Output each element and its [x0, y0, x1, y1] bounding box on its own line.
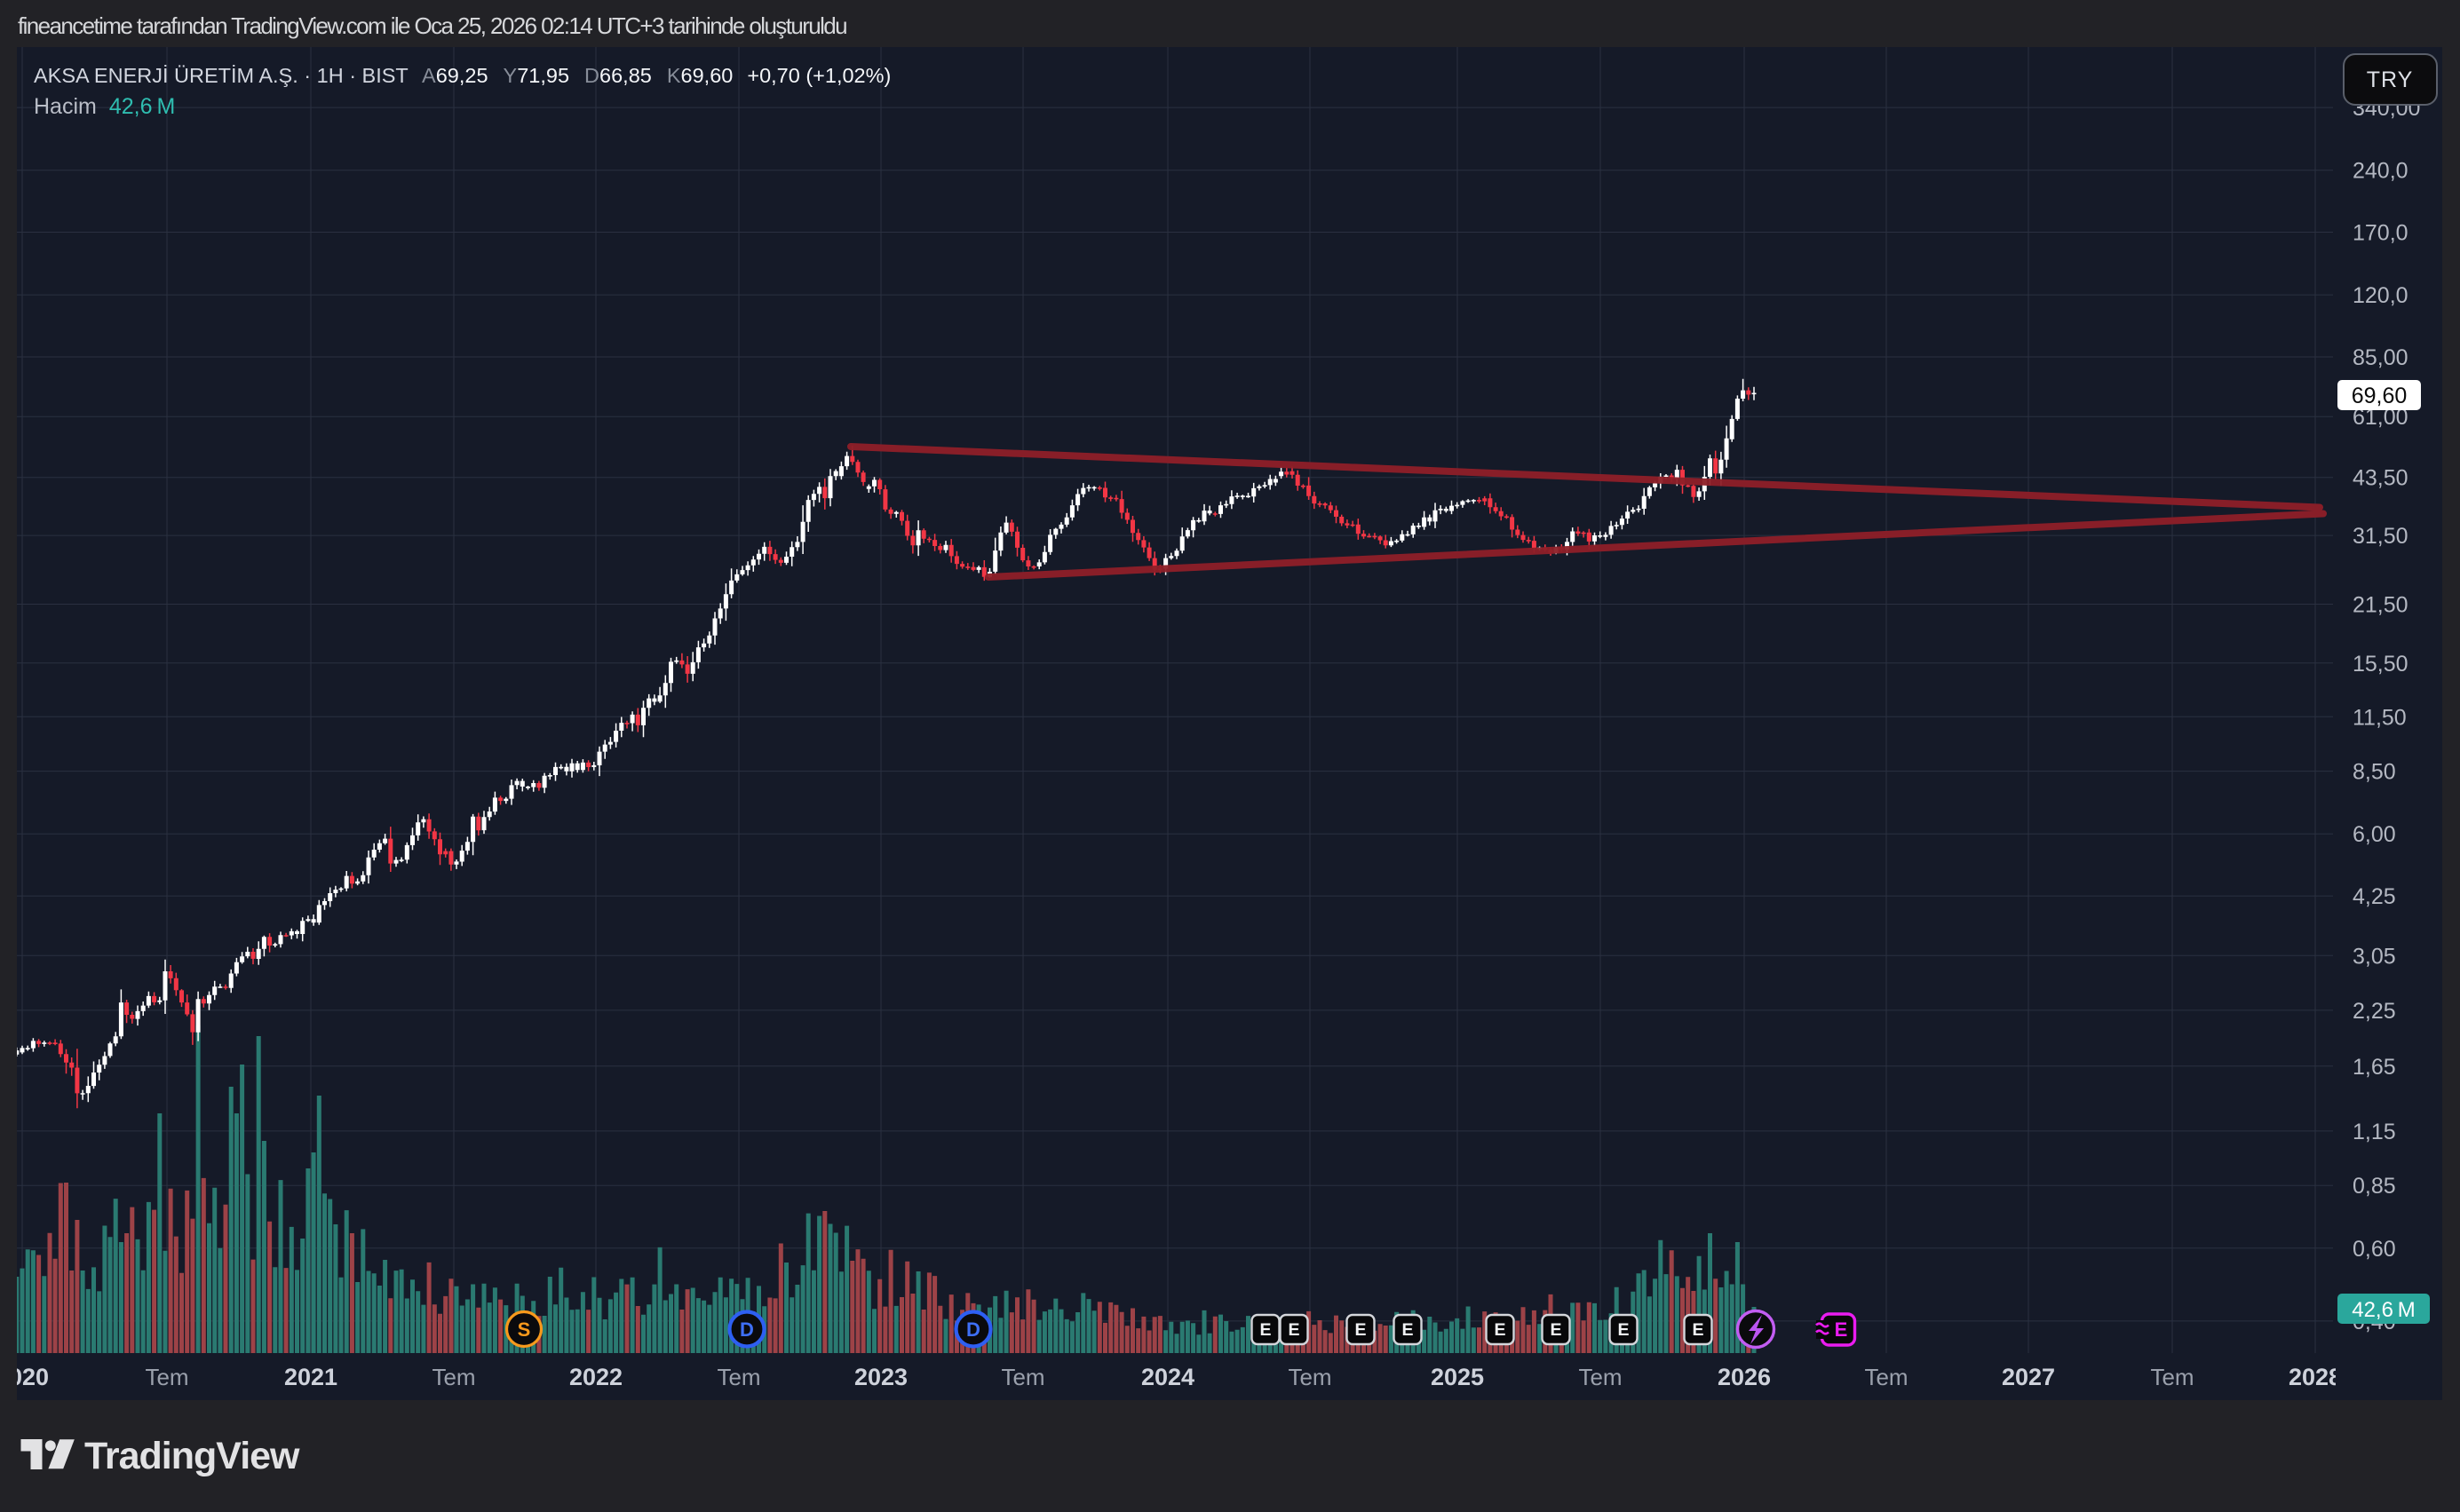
svg-text:Tem: Tem: [145, 1364, 188, 1390]
svg-text:D: D: [966, 1318, 980, 1341]
svg-text:69,60: 69,60: [2352, 384, 2408, 408]
svg-text:2023: 2023: [854, 1364, 908, 1390]
svg-text:2026: 2026: [1718, 1364, 1771, 1390]
svg-text:Tem: Tem: [1288, 1364, 1331, 1390]
svg-text:42,6 M: 42,6 M: [2352, 1298, 2416, 1322]
svg-text:Tem: Tem: [1864, 1364, 1908, 1390]
svg-text:E: E: [1835, 1318, 1848, 1341]
svg-text:E: E: [1354, 1320, 1366, 1340]
svg-text:8,50: 8,50: [2353, 760, 2396, 785]
svg-text:Tem: Tem: [2150, 1364, 2194, 1390]
svg-text:3,05: 3,05: [2353, 944, 2396, 969]
svg-text:E: E: [1617, 1320, 1629, 1340]
svg-text:Tem: Tem: [432, 1364, 475, 1390]
svg-text:D: D: [740, 1318, 754, 1341]
svg-text:4,25: 4,25: [2353, 884, 2396, 909]
svg-text:2027: 2027: [2002, 1364, 2055, 1390]
svg-text:1,65: 1,65: [2353, 1055, 2396, 1080]
svg-text:2022: 2022: [569, 1364, 623, 1390]
svg-text:85,00: 85,00: [2353, 345, 2408, 370]
svg-text:1,15: 1,15: [2353, 1120, 2396, 1144]
svg-text:E: E: [1401, 1320, 1413, 1340]
svg-text:2025: 2025: [1431, 1364, 1484, 1390]
svg-text:TradingView: TradingView: [84, 1435, 300, 1477]
svg-text:Tem: Tem: [1578, 1364, 1622, 1390]
svg-text:0,85: 0,85: [2353, 1174, 2396, 1199]
svg-text:15,50: 15,50: [2353, 652, 2408, 677]
svg-text:2021: 2021: [284, 1364, 337, 1390]
svg-text:240,0: 240,0: [2353, 159, 2408, 184]
svg-text:0,60: 0,60: [2353, 1237, 2396, 1262]
svg-text:E: E: [1550, 1320, 1561, 1340]
svg-text:120,0: 120,0: [2353, 283, 2408, 308]
svg-text:6,00: 6,00: [2353, 822, 2396, 847]
svg-text:2028: 2028: [2289, 1364, 2342, 1390]
svg-text:21,50: 21,50: [2353, 593, 2408, 618]
svg-text:31,50: 31,50: [2353, 524, 2408, 549]
svg-text:E: E: [1288, 1320, 1299, 1340]
svg-text:Tem: Tem: [1001, 1364, 1044, 1390]
svg-text:2024: 2024: [1141, 1364, 1194, 1390]
svg-text:AKSA ENERJİ ÜRETİM A.Ş. · 1H ·: AKSA ENERJİ ÜRETİM A.Ş. · 1H · BIST A69,2…: [34, 64, 891, 87]
svg-text:170,0: 170,0: [2353, 221, 2408, 246]
svg-text:E: E: [1692, 1320, 1703, 1340]
svg-text:TRY: TRY: [2367, 67, 2414, 92]
svg-text:2020: 2020: [0, 1364, 49, 1390]
svg-text:E: E: [1494, 1320, 1505, 1340]
svg-text:Tem: Tem: [717, 1364, 760, 1390]
svg-text:fineancetime tarafından Tradin: fineancetime tarafından TradingView.com …: [18, 12, 846, 39]
svg-text:43,50: 43,50: [2353, 466, 2408, 491]
svg-text:11,50: 11,50: [2353, 705, 2407, 730]
svg-text:2,25: 2,25: [2353, 999, 2396, 1024]
svg-text:S: S: [518, 1318, 531, 1341]
svg-text:E: E: [1259, 1320, 1271, 1340]
